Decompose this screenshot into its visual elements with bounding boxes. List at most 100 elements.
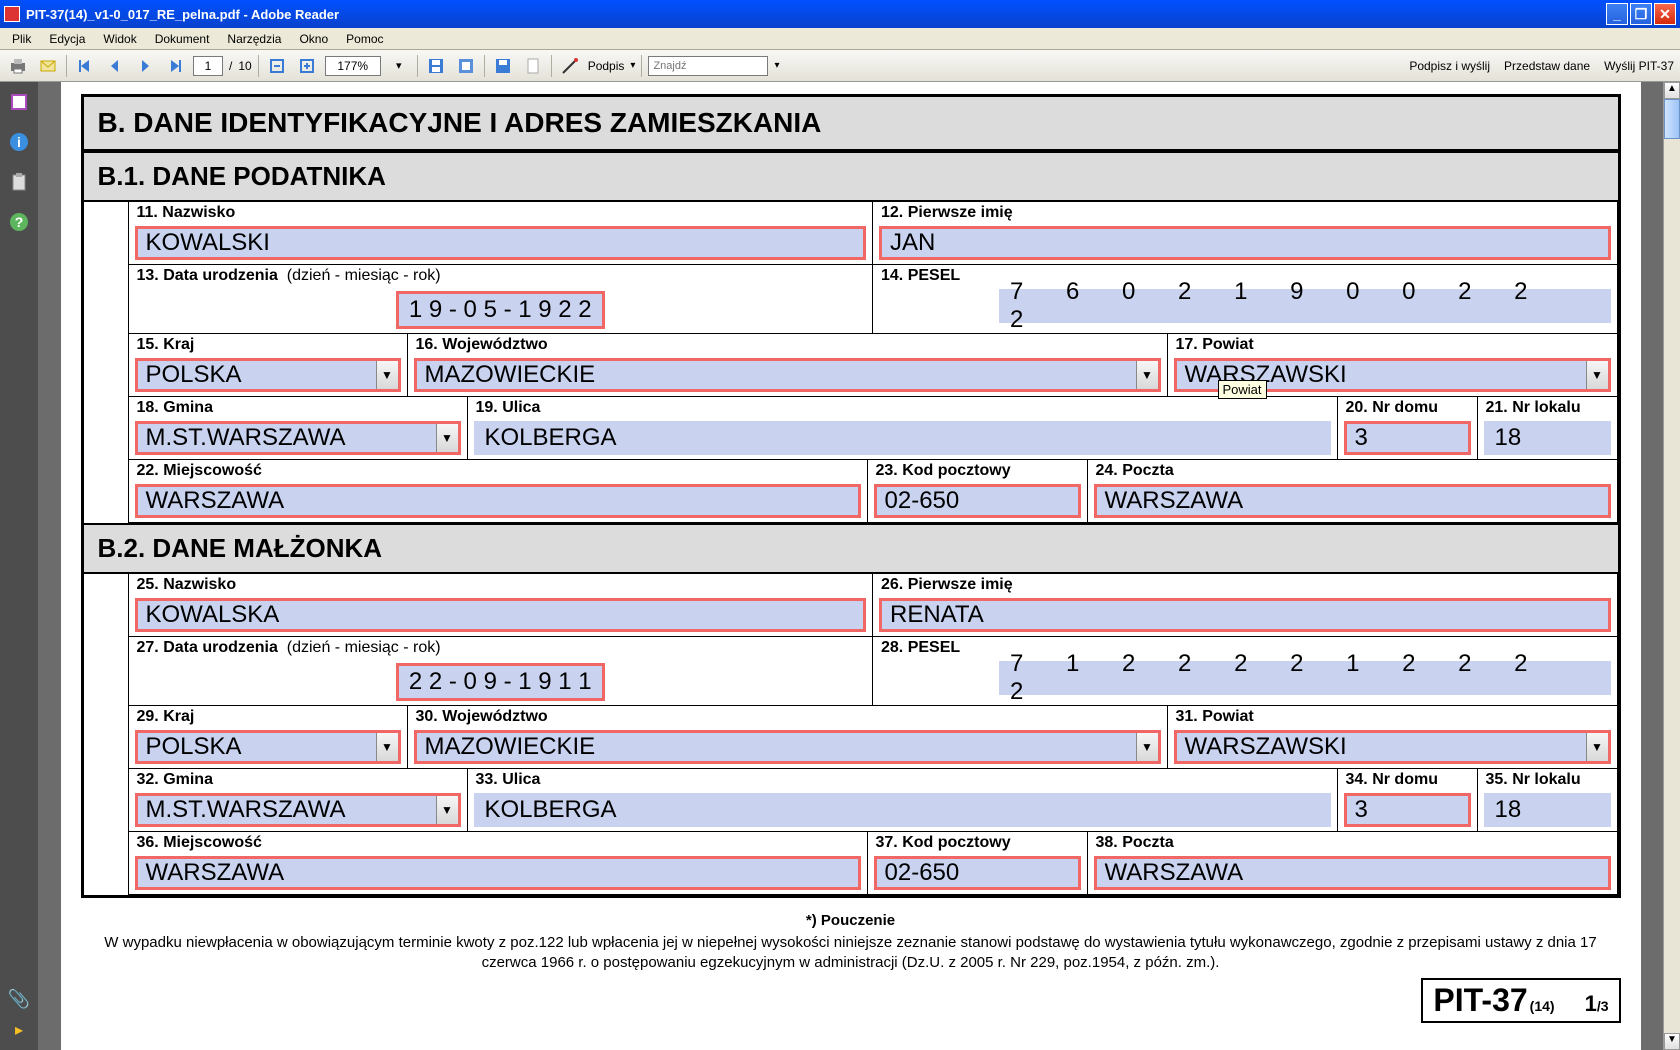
f35-label: 35. Nr lokalu <box>1478 769 1617 791</box>
last-page-icon[interactable] <box>163 54 187 78</box>
f31-label: 31. Powiat <box>1168 706 1617 728</box>
f12-value[interactable]: JAN <box>879 226 1611 260</box>
scroll-down-icon[interactable]: ▼ <box>1664 1033 1680 1050</box>
chevron-down-icon[interactable]: ▼ <box>1586 733 1608 761</box>
info-icon[interactable]: i <box>9 132 29 152</box>
f31-value[interactable]: WARSZAWSKI▼ <box>1174 730 1611 764</box>
svg-text:i: i <box>17 134 21 150</box>
section-b2-header: B.2. DANE MAŁŻONKA <box>84 523 1618 574</box>
save-icon[interactable] <box>424 54 448 78</box>
menu-narzedzia[interactable]: Narzędzia <box>219 30 289 48</box>
chevron-down-icon[interactable]: ▼ <box>376 361 398 389</box>
f30-value[interactable]: MAZOWIECKIE▼ <box>414 730 1161 764</box>
f33-value[interactable]: KOLBERGA <box>474 793 1331 827</box>
link-podpisz[interactable]: Podpisz i wyślij <box>1409 59 1490 73</box>
f36-label: 36. Miejscowość <box>129 832 867 854</box>
f18-value[interactable]: M.ST.WARSZAWA▼ <box>135 421 461 455</box>
page-number-input[interactable] <box>193 56 223 76</box>
menu-plik[interactable]: Plik <box>4 30 39 48</box>
document-viewport[interactable]: B. DANE IDENTYFIKACYJNE I ADRES ZAMIESZK… <box>38 82 1663 1050</box>
menu-dokument[interactable]: Dokument <box>147 30 218 48</box>
zoom-in-icon[interactable] <box>295 54 319 78</box>
close-button[interactable]: ✕ <box>1654 3 1676 25</box>
f22-value[interactable]: WARSZAWA <box>135 484 861 518</box>
page-total: 10 <box>238 59 251 73</box>
scroll-up-icon[interactable]: ▲ <box>1664 82 1680 99</box>
link-przedstaw[interactable]: Przedstaw dane <box>1504 59 1590 73</box>
f23-value[interactable]: 02-650 <box>874 484 1081 518</box>
f33-label: 33. Ulica <box>468 769 1337 791</box>
chevron-down-icon[interactable]: ▼ <box>1136 361 1158 389</box>
podpis-label[interactable]: Podpis <box>588 59 625 73</box>
zoom-input[interactable] <box>325 56 381 76</box>
attachment-icon[interactable]: 📎 <box>8 989 30 1010</box>
f26-value[interactable]: RENATA <box>879 598 1611 632</box>
f23-label: 23. Kod pocztowy <box>868 460 1087 482</box>
zoom-out-icon[interactable] <box>265 54 289 78</box>
f29-value[interactable]: POLSKA▼ <box>135 730 401 764</box>
prev-page-icon[interactable] <box>103 54 127 78</box>
podpis-dropdown-icon[interactable]: ▾ <box>630 60 635 71</box>
maximize-button[interactable]: ❐ <box>1630 3 1652 25</box>
menu-widok[interactable]: Widok <box>95 30 144 48</box>
zoom-dropdown-icon[interactable]: ▾ <box>387 54 411 78</box>
f21-label: 21. Nr lokalu <box>1478 397 1617 419</box>
chevron-down-icon[interactable]: ▼ <box>436 424 458 452</box>
f19-value[interactable]: KOLBERGA <box>474 421 1331 455</box>
attach-icon[interactable] <box>454 54 478 78</box>
menu-edycja[interactable]: Edycja <box>41 30 93 48</box>
menu-okno[interactable]: Okno <box>291 30 336 48</box>
f13-value[interactable]: 1 9 - 0 5 - 1 9 2 2 <box>396 291 605 329</box>
f11-label: 11. Nazwisko <box>129 202 873 224</box>
chevron-down-icon[interactable]: ▼ <box>436 796 458 824</box>
search-dropdown-icon[interactable]: ▾ <box>774 60 779 71</box>
f14-value[interactable]: 7 6 0 2 1 9 0 0 2 2 2 <box>999 289 1611 323</box>
page-icon[interactable] <box>521 54 545 78</box>
menu-pomoc[interactable]: Pomoc <box>338 30 391 48</box>
pdf-icon <box>4 6 20 22</box>
f35-value[interactable]: 18 <box>1484 793 1611 827</box>
f25-value[interactable]: KOWALSKA <box>135 598 867 632</box>
f20-value[interactable]: 3 <box>1344 421 1471 455</box>
f22-label: 22. Miejscowość <box>129 460 867 482</box>
chevron-down-icon[interactable]: ▼ <box>1136 733 1158 761</box>
f24-value[interactable]: WARSZAWA <box>1094 484 1611 518</box>
f21-value[interactable]: 18 <box>1484 421 1611 455</box>
f15-value[interactable]: POLSKA▼ <box>135 358 401 392</box>
f16-value[interactable]: MAZOWIECKIE▼ <box>414 358 1161 392</box>
clipboard-icon[interactable] <box>9 172 29 192</box>
f38-value[interactable]: WARSZAWA <box>1094 856 1611 890</box>
scroll-thumb[interactable] <box>1664 99 1680 139</box>
first-page-icon[interactable] <box>73 54 97 78</box>
f27-value[interactable]: 2 2 - 0 9 - 1 9 1 1 <box>396 663 605 701</box>
minimize-button[interactable]: _ <box>1606 3 1628 25</box>
print-icon[interactable] <box>6 54 30 78</box>
save2-icon[interactable] <box>491 54 515 78</box>
footer-note-text: W wypadku niewpłacenia w obowiązującym t… <box>81 933 1621 972</box>
sign-icon[interactable] <box>558 54 582 78</box>
mail-icon[interactable] <box>36 54 60 78</box>
f29-label: 29. Kraj <box>129 706 407 728</box>
search-input[interactable] <box>648 56 768 76</box>
section-b1-header: B.1. DANE PODATNIKA <box>84 151 1618 202</box>
f28-value[interactable]: 7 1 2 2 2 2 1 2 2 2 2 <box>999 661 1611 695</box>
next-page-icon[interactable] <box>133 54 157 78</box>
f16-label: 16. Województwo <box>408 334 1167 356</box>
link-wyslij[interactable]: Wyślij PIT-37 <box>1604 59 1674 73</box>
thumbnails-icon[interactable] <box>9 92 29 112</box>
f17-label: 17. Powiat <box>1168 334 1617 356</box>
f38-label: 38. Poczta <box>1088 832 1617 854</box>
f32-value[interactable]: M.ST.WARSZAWA▼ <box>135 793 461 827</box>
f34-value[interactable]: 3 <box>1344 793 1471 827</box>
f37-value[interactable]: 02-650 <box>874 856 1081 890</box>
help-icon[interactable]: ? <box>9 212 29 232</box>
document-page: B. DANE IDENTYFIKACYJNE I ADRES ZAMIESZK… <box>61 82 1641 1050</box>
window-titlebar: PIT-37(14)_v1-0_017_RE_pelna.pdf - Adobe… <box>0 0 1680 28</box>
f36-value[interactable]: WARSZAWA <box>135 856 861 890</box>
vertical-scrollbar[interactable]: ▲ ▼ <box>1663 82 1680 1050</box>
svg-text:?: ? <box>15 214 24 230</box>
expand-icon[interactable]: ▸ <box>15 1020 23 1040</box>
chevron-down-icon[interactable]: ▼ <box>1586 361 1608 389</box>
chevron-down-icon[interactable]: ▼ <box>376 733 398 761</box>
f11-value[interactable]: KOWALSKI <box>135 226 867 260</box>
